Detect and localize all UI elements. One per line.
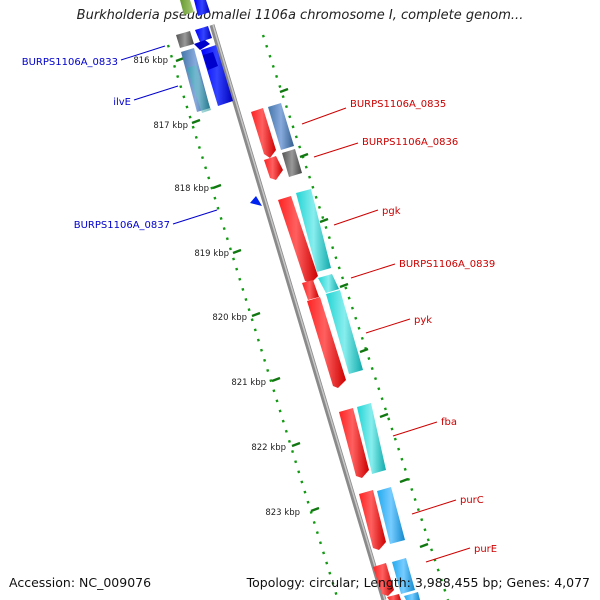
gene-0833 bbox=[195, 26, 212, 42]
outer-tick bbox=[379, 412, 389, 419]
leader-purE bbox=[425, 547, 471, 563]
label-pgk: pgk bbox=[382, 206, 401, 217]
gene-fba bbox=[339, 408, 369, 478]
leader-fba bbox=[392, 421, 438, 437]
tick-817: 817 kbp bbox=[153, 118, 201, 131]
leader-0833 bbox=[120, 45, 166, 61]
label-pyk: pyk bbox=[414, 315, 432, 326]
reverse-strand-genes[interactable] bbox=[176, 0, 262, 206]
cds-0833-gray bbox=[176, 31, 194, 48]
genome-backbone bbox=[209, 24, 387, 600]
cds-purC bbox=[377, 487, 405, 544]
scale-ticks: 816 kbp 817 kbp 818 kbp 819 kbp 820 kbp … bbox=[133, 56, 429, 549]
outer-tick bbox=[319, 217, 329, 224]
gene-0836 bbox=[264, 156, 283, 180]
cds-purE bbox=[392, 558, 415, 594]
gene-purC bbox=[359, 490, 386, 550]
gene-partial-top-blue bbox=[194, 0, 210, 16]
label-ilvE: ilvE bbox=[113, 97, 131, 108]
cds-0835 bbox=[268, 103, 294, 150]
cds-partial-bottom bbox=[404, 592, 420, 600]
gene-0839 bbox=[302, 280, 319, 300]
outer-tick bbox=[279, 87, 289, 94]
cds-0839 bbox=[318, 274, 339, 293]
tick-label-822: 822 kbp bbox=[251, 443, 286, 453]
leader-purC bbox=[411, 499, 457, 515]
forward-strand-genes[interactable] bbox=[251, 103, 420, 600]
label-purE: purE bbox=[474, 544, 497, 555]
label-purC: purC bbox=[460, 495, 484, 506]
label-0836: BURPS1106A_0836 bbox=[362, 137, 458, 148]
gene-0833-head bbox=[194, 40, 210, 50]
genome-summary-text: Topology: circular; Length: 3,988,455 bp… bbox=[246, 575, 590, 590]
outer-tick bbox=[419, 542, 429, 549]
gene-ilvE-upper bbox=[203, 52, 218, 70]
leader-0835 bbox=[301, 107, 347, 125]
label-0837: BURPS1106A_0837 bbox=[74, 220, 170, 231]
gene-partial-bottom-red bbox=[387, 594, 401, 600]
tick-820: 820 kbp bbox=[212, 311, 261, 323]
tick-819: 819 kbp bbox=[194, 248, 242, 259]
leader-pgk bbox=[333, 209, 379, 226]
leader-pyk bbox=[365, 318, 411, 334]
tick-label-818: 818 kbp bbox=[174, 184, 209, 194]
outer-tick bbox=[339, 282, 349, 289]
accession-text: Accession: NC_009076 bbox=[9, 575, 152, 590]
leader-0837 bbox=[172, 209, 218, 225]
gene-pgk bbox=[278, 196, 318, 283]
cds-ilvE-lower bbox=[187, 65, 211, 113]
gene-pyk bbox=[307, 297, 346, 388]
gene-0835 bbox=[251, 108, 276, 158]
outer-tick bbox=[359, 347, 369, 354]
leader-0836 bbox=[313, 142, 359, 158]
tick-label-821: 821 kbp bbox=[231, 378, 266, 388]
outer-tick bbox=[399, 477, 409, 484]
leader-ilvE bbox=[133, 85, 179, 101]
leader-0839 bbox=[350, 263, 396, 279]
label-0839: BURPS1106A_0839 bbox=[399, 259, 495, 270]
cds-fba bbox=[357, 403, 386, 474]
gene-purE bbox=[373, 563, 394, 596]
label-0833: BURPS1106A_0833 bbox=[22, 57, 118, 68]
reverse-gene-labels[interactable]: BURPS1106A_0833 ilvE BURPS1106A_0837 bbox=[22, 45, 218, 231]
scale-track-outer bbox=[261, 34, 450, 600]
tick-816: 816 kbp bbox=[133, 56, 185, 66]
tick-818: 818 kbp bbox=[174, 183, 222, 194]
gene-0837 bbox=[250, 196, 262, 206]
label-0835: BURPS1106A_0835 bbox=[350, 99, 446, 110]
tick-label-823: 823 kbp bbox=[265, 508, 300, 518]
cds-pgk bbox=[296, 189, 331, 272]
outer-tick bbox=[299, 152, 309, 159]
cds-pyk bbox=[326, 290, 363, 374]
tick-821: 821 kbp bbox=[231, 376, 281, 388]
tick-label-820: 820 kbp bbox=[212, 313, 247, 323]
tick-label-817: 817 kbp bbox=[153, 121, 188, 131]
gene-partial-top-olive bbox=[180, 0, 194, 15]
cds-0836 bbox=[282, 149, 302, 177]
tick-823: 823 kbp bbox=[265, 506, 320, 518]
tick-822: 822 kbp bbox=[251, 441, 301, 453]
scale-track-inner bbox=[166, 44, 340, 600]
forward-gene-labels[interactable]: BURPS1106A_0835 BURPS1106A_0836 pgk BURP… bbox=[301, 99, 497, 563]
tick-label-816: 816 kbp bbox=[133, 56, 168, 66]
label-fba: fba bbox=[441, 417, 457, 428]
tick-label-819: 819 kbp bbox=[194, 249, 229, 259]
